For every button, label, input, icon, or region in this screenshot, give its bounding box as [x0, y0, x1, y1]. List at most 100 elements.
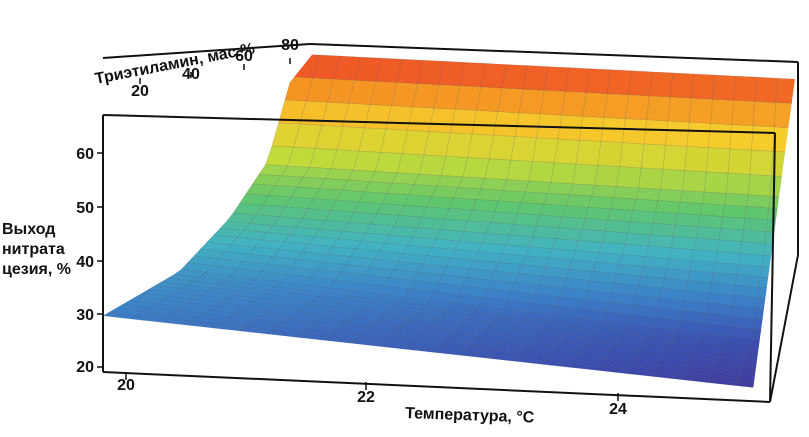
- z-axis-label-line: нитрата: [2, 241, 65, 258]
- surface-cell: [458, 176, 486, 190]
- surface-cell: [643, 119, 669, 146]
- surface-cell: [686, 121, 711, 149]
- surface-cell: [749, 149, 774, 177]
- surface-cell: [619, 142, 645, 169]
- surface-cell: [604, 219, 631, 234]
- surface-cell: [555, 227, 583, 241]
- x-axis-ticks: [125, 372, 619, 401]
- surface-cell: [729, 124, 754, 151]
- surface-cell: [675, 213, 701, 227]
- surface-cell: [691, 249, 718, 263]
- surface-cell: [581, 218, 609, 232]
- box-back: [102, 43, 799, 403]
- surface-cell: [585, 68, 611, 95]
- surface-cell: [506, 159, 534, 182]
- surface-cell: [421, 206, 450, 220]
- surface-cell: [597, 141, 623, 168]
- surface-cell: [747, 174, 772, 197]
- z-axis-ticks: [97, 152, 103, 368]
- surface-cell: [509, 223, 537, 238]
- surface-cell: [516, 202, 545, 216]
- surface-cell: [684, 146, 709, 173]
- surface-cell: [426, 196, 455, 209]
- surface-cell: [561, 91, 587, 117]
- surface-cell: [520, 191, 548, 205]
- surface-cell: [480, 177, 508, 191]
- surface-cell: [624, 232, 651, 247]
- surface-cell: [724, 193, 749, 207]
- z-axis-label-line: цезия, %: [2, 261, 71, 278]
- surface-cell: [562, 205, 589, 219]
- surface-cell: [501, 64, 528, 90]
- surface-cell: [677, 201, 703, 216]
- surface-cell: [706, 147, 731, 174]
- surface-cell: [565, 194, 592, 208]
- surface-cell: [532, 137, 559, 164]
- surface-cell: [697, 214, 724, 229]
- surface-cell: [603, 93, 629, 120]
- surface-cell: [471, 199, 500, 213]
- surface-cell: [638, 167, 664, 190]
- y-axis-ticks: [139, 58, 291, 84]
- surface-cell: [606, 69, 632, 96]
- surface-cell: [655, 200, 681, 214]
- surface-cell: [752, 101, 777, 128]
- surface-cell: [600, 117, 626, 144]
- surface-cell: [716, 239, 743, 254]
- y-axis-label: Триэтиламин, мас.%: [94, 40, 257, 88]
- surface-cell: [774, 102, 797, 129]
- surface: [103, 53, 797, 389]
- surface-cell: [708, 123, 733, 150]
- z-axis-label: Выход нитрата цезия, %: [2, 221, 71, 278]
- surface-cell: [625, 94, 650, 121]
- surface-cell: [453, 187, 482, 200]
- surface-cell: [693, 237, 720, 252]
- surface-cell: [768, 195, 793, 210]
- surface-cell: [701, 191, 727, 206]
- surface-cell: [601, 230, 629, 245]
- surface-cell: [490, 211, 518, 225]
- surface-cell: [670, 236, 697, 251]
- surface-cell: [667, 96, 692, 123]
- surface-cell: [467, 209, 496, 223]
- x-tick-label: 24: [609, 401, 627, 418]
- z-tick-label: 40: [76, 254, 94, 271]
- surface-cell: [751, 125, 775, 152]
- surface-cell: [695, 226, 722, 241]
- surface-cell: [699, 203, 725, 218]
- surface-cell: [704, 171, 729, 194]
- surface-cell: [486, 222, 514, 236]
- surface-cell: [488, 134, 516, 161]
- surface-cell: [682, 170, 707, 193]
- surface-cell: [502, 179, 530, 193]
- surface-cell: [688, 97, 713, 124]
- surface-cell: [587, 195, 615, 210]
- z-axis-label-line: Выход: [2, 221, 55, 238]
- surface-cell: [582, 92, 608, 118]
- surface-cell: [718, 227, 744, 242]
- surface-cell: [710, 98, 735, 126]
- surface-cell: [764, 231, 790, 246]
- surface-cell: [554, 138, 580, 165]
- surface-cell: [539, 203, 567, 218]
- surface-cell: [725, 172, 751, 196]
- surface-cell: [712, 74, 736, 101]
- surface-cell: [767, 207, 792, 222]
- surface-cell: [741, 229, 767, 244]
- surface-cell: [652, 211, 679, 226]
- surface-cell: [539, 89, 566, 116]
- surface-cell: [591, 184, 617, 199]
- surface-cell: [650, 222, 676, 237]
- surface-cell: [672, 224, 699, 239]
- surface-cell: [449, 197, 477, 211]
- surface-cell: [610, 197, 637, 211]
- y-tick-label: 20: [131, 83, 149, 100]
- surface-cell: [649, 71, 674, 98]
- surface-cell: [744, 206, 770, 221]
- z-tick-label: 20: [76, 359, 94, 376]
- surface-cell: [532, 225, 560, 240]
- surface-cell: [646, 95, 671, 122]
- surface-cell: [772, 126, 797, 154]
- surface-cell: [743, 217, 768, 232]
- surface-cell: [513, 213, 541, 227]
